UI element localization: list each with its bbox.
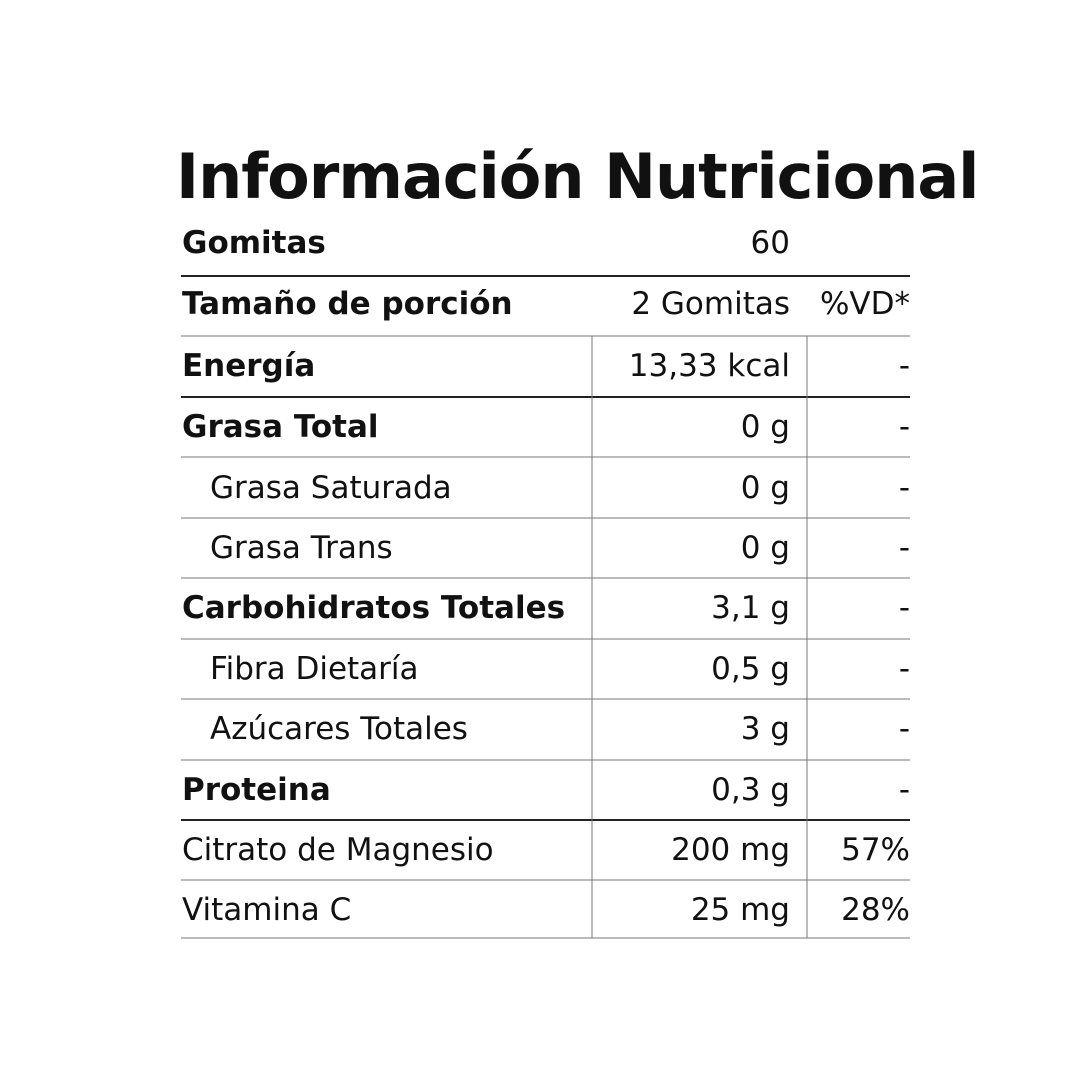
daily-value: -	[898, 772, 910, 808]
daily-value: -	[898, 651, 910, 687]
amount: 60	[750, 225, 790, 261]
daily-value: -	[898, 470, 910, 506]
daily-value: -	[898, 590, 910, 626]
row-label: Citrato de Magnesio	[182, 832, 494, 868]
amount: 25 mg	[690, 892, 790, 928]
amount: 200 mg	[671, 832, 790, 868]
daily-value: -	[898, 530, 910, 566]
row-label: Gomitas	[182, 225, 326, 261]
row-label: Vitamina C	[182, 892, 352, 928]
amount: 3 g	[740, 711, 790, 747]
amount: 13,33 kcal	[628, 348, 790, 384]
daily-value: -	[898, 348, 910, 384]
amount: 0,5 g	[711, 651, 790, 687]
daily-value: %VD*	[819, 286, 910, 322]
title: Información Nutricional	[176, 140, 979, 213]
daily-value: 28%	[841, 892, 910, 928]
row-label: Grasa Saturada	[210, 470, 452, 506]
row-label: Grasa Total	[182, 409, 379, 445]
row-label: Carbohidratos Totales	[182, 590, 566, 626]
daily-value: -	[898, 409, 910, 445]
row-label: Energía	[182, 348, 316, 384]
amount: 3,1 g	[711, 590, 790, 626]
amount: 2 Gomitas	[631, 286, 790, 322]
daily-value: -	[898, 711, 910, 747]
daily-value: 57%	[841, 832, 910, 868]
row-label: Azúcares Totales	[210, 711, 468, 747]
amount: 0 g	[740, 530, 790, 566]
amount: 0,3 g	[711, 772, 790, 808]
row-label: Grasa Trans	[210, 530, 393, 566]
amount: 0 g	[740, 409, 790, 445]
row-label: Fibra Dietaría	[210, 651, 419, 687]
row-label: Tamaño de porción	[182, 286, 513, 322]
amount: 0 g	[740, 470, 790, 506]
row-label: Proteina	[182, 772, 331, 808]
